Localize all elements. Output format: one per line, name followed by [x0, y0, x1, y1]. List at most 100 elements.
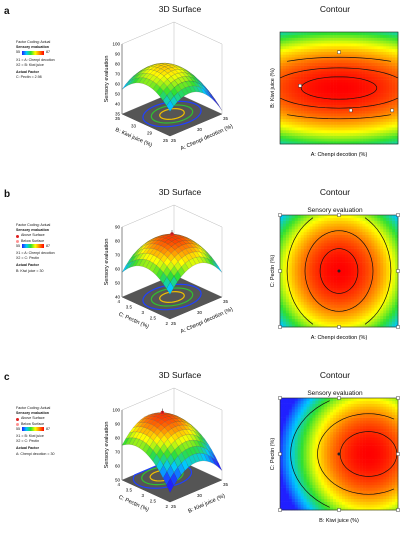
contour-cell: [368, 290, 372, 294]
contour-cell: [386, 40, 390, 44]
contour-cell: [282, 107, 287, 111]
contour-cell: [327, 417, 331, 421]
contour-cell: [315, 276, 319, 280]
contour-cell: [350, 234, 355, 238]
contour-cell: [327, 409, 331, 413]
contour-cell: [315, 237, 319, 241]
contour-cell: [303, 462, 307, 466]
contour-cell: [347, 51, 352, 55]
contour-cell: [339, 243, 343, 247]
contour-cell: [341, 124, 346, 128]
contour-cell: [333, 121, 337, 125]
contour-cell: [321, 43, 325, 47]
contour-cell: [359, 110, 363, 114]
contour-cell: [362, 304, 366, 308]
contour-cell: [336, 293, 340, 297]
contour-cell: [339, 459, 343, 463]
contour-cell: [374, 79, 378, 83]
contour-cell: [347, 74, 352, 78]
contour-cell: [303, 82, 307, 86]
contour-cell: [350, 465, 355, 469]
contour-cell: [374, 273, 378, 277]
contour-cell: [344, 243, 349, 247]
contour-cell: [288, 34, 293, 38]
contour-cell: [280, 231, 284, 235]
contour-cell: [356, 82, 360, 86]
contour-cell: [321, 62, 325, 66]
contour-cell: [341, 90, 346, 94]
contour-cell: [353, 290, 357, 294]
contour-cell: [321, 273, 325, 277]
contour-cell: [383, 132, 387, 136]
contour-cell: [344, 470, 349, 474]
contour-cell: [395, 93, 399, 97]
contour-cell: [291, 442, 296, 446]
panel-label: c: [4, 372, 10, 383]
contour-cell: [297, 234, 301, 238]
contour-cell: [291, 273, 296, 277]
contour-cell: [282, 456, 287, 460]
contour-cell: [324, 34, 328, 38]
contour-cell: [300, 234, 304, 238]
contour-cell: [347, 417, 352, 421]
contour-cell: [344, 290, 349, 294]
contour-cell: [344, 245, 349, 249]
contour-cell: [297, 54, 301, 58]
contour-cell: [377, 32, 381, 36]
contour-cell: [353, 90, 357, 94]
contour-cell: [312, 88, 316, 92]
contour-cell: [294, 310, 298, 314]
contour-cell: [285, 220, 290, 224]
contour-cell: [321, 285, 325, 289]
contour-cell: [347, 476, 352, 480]
contour-cell: [371, 285, 375, 289]
contour-cell: [330, 454, 334, 458]
contour-cell: [303, 445, 307, 449]
contour-cell: [318, 420, 322, 424]
contour-cell: [380, 62, 384, 66]
contour-cell: [339, 102, 343, 106]
contour-cell: [285, 93, 290, 97]
contour-cell: [344, 482, 349, 486]
contour-cell: [294, 484, 298, 488]
z-tick-label: 90: [115, 225, 121, 230]
contour-cell: [315, 442, 319, 446]
contour-cell: [306, 487, 310, 491]
contour-cell: [291, 409, 296, 413]
contour-cell: [383, 293, 387, 297]
contour-cell: [347, 57, 352, 61]
contour-cell: [327, 490, 331, 494]
contour-cell: [288, 318, 293, 322]
surface-cell: [166, 478, 174, 493]
contour-cell: [353, 113, 357, 117]
contour-cell: [327, 276, 331, 280]
contour-cell: [380, 223, 384, 227]
contour-cell: [374, 107, 378, 111]
contour-cell: [327, 470, 331, 474]
contour-cell: [353, 493, 357, 497]
design-point: [278, 325, 282, 329]
contour-cell: [389, 299, 393, 303]
contour-cell: [330, 409, 334, 413]
contour-cell: [288, 431, 293, 435]
contour-cell: [330, 82, 334, 86]
contour-cell: [374, 34, 378, 38]
contour-cell: [291, 465, 296, 469]
contour-cell: [380, 324, 384, 328]
contour-cell: [371, 88, 375, 92]
contour-cell: [291, 130, 296, 134]
contour-cell: [359, 301, 363, 305]
contour-cell: [306, 498, 310, 502]
contour-cell: [333, 43, 337, 47]
contour-cell: [356, 279, 360, 283]
contour-cell: [282, 301, 287, 305]
contour-cell: [318, 130, 322, 134]
z-tick-label: 80: [115, 436, 121, 441]
contour-cell: [321, 268, 325, 272]
contour-cell: [371, 121, 375, 125]
contour-cell: [297, 487, 301, 491]
contour-cell: [306, 268, 310, 272]
contour-cell: [386, 51, 390, 55]
contour-cell: [324, 262, 328, 266]
contour-cell: [350, 82, 355, 86]
